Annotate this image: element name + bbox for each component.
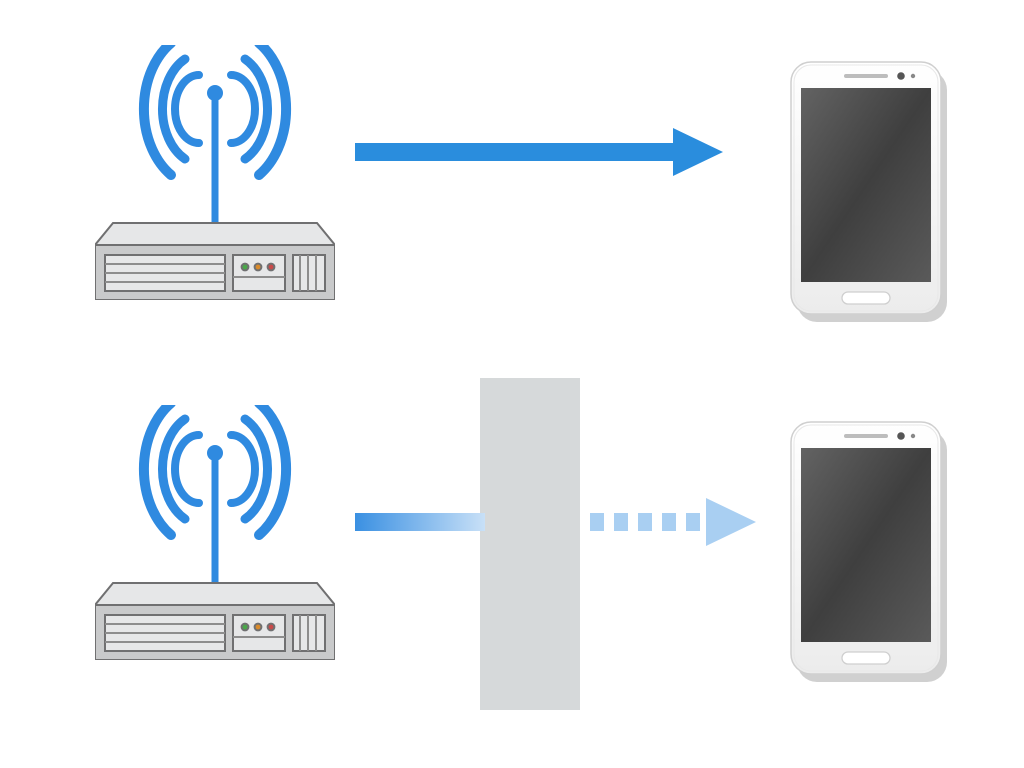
signal-arrow-strong — [355, 122, 755, 182]
router-bottom — [95, 405, 335, 660]
signal-arrow-weak-dashed — [580, 492, 770, 552]
router-top — [95, 45, 335, 300]
smartphone-top — [785, 58, 955, 328]
smartphone-bottom — [785, 418, 955, 688]
wall-obstacle — [480, 378, 580, 710]
diagram-canvas — [0, 0, 1024, 768]
signal-arrow-weak-shaft — [355, 492, 485, 552]
